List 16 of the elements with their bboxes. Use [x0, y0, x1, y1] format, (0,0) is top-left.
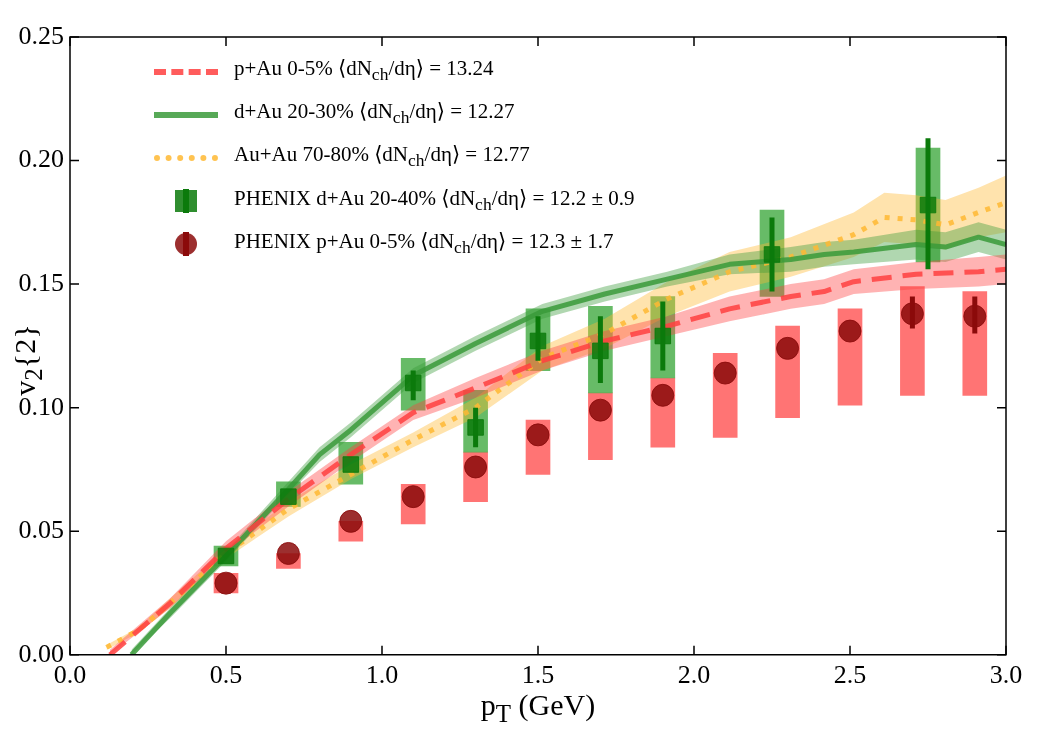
y-tick-label: 0.20	[18, 144, 64, 174]
x-tick-label: 2.5	[833, 660, 867, 690]
legend-label: Au+Au 70-80% ⟨dN$_{ch}$/dη⟩ = 12.77	[234, 141, 530, 173]
x-axis-title: p$_{T}$ (GeV)	[480, 688, 596, 728]
y-tick-label: 0.05	[18, 515, 64, 545]
y-tick-label: 0.25	[18, 20, 64, 50]
y-tick-label: 0.15	[18, 267, 64, 297]
legend-label: PHENIX p+Au 0-5% ⟨dN$_{ch}$/dη⟩ = 12.3 ± 1.7	[234, 227, 614, 259]
x-tick-label: 1.5	[521, 660, 555, 690]
x-tick-label: 1.0	[365, 660, 399, 690]
legend-label: PHENIX d+Au 20-40% ⟨dN$_{ch}$/dη⟩ = 12.2 ± 0.9	[234, 184, 635, 216]
legend-label: d+Au 20-30% ⟨dN$_{ch}$/dη⟩ = 12.27	[234, 98, 515, 130]
x-tick-label: 2.0	[677, 660, 711, 690]
x-tick-label: 3.0	[989, 660, 1023, 690]
x-tick-label: 0.5	[209, 660, 243, 690]
legend-label: p+Au 0-5% ⟨dN$_{ch}$/dη⟩ = 13.24	[234, 55, 494, 87]
